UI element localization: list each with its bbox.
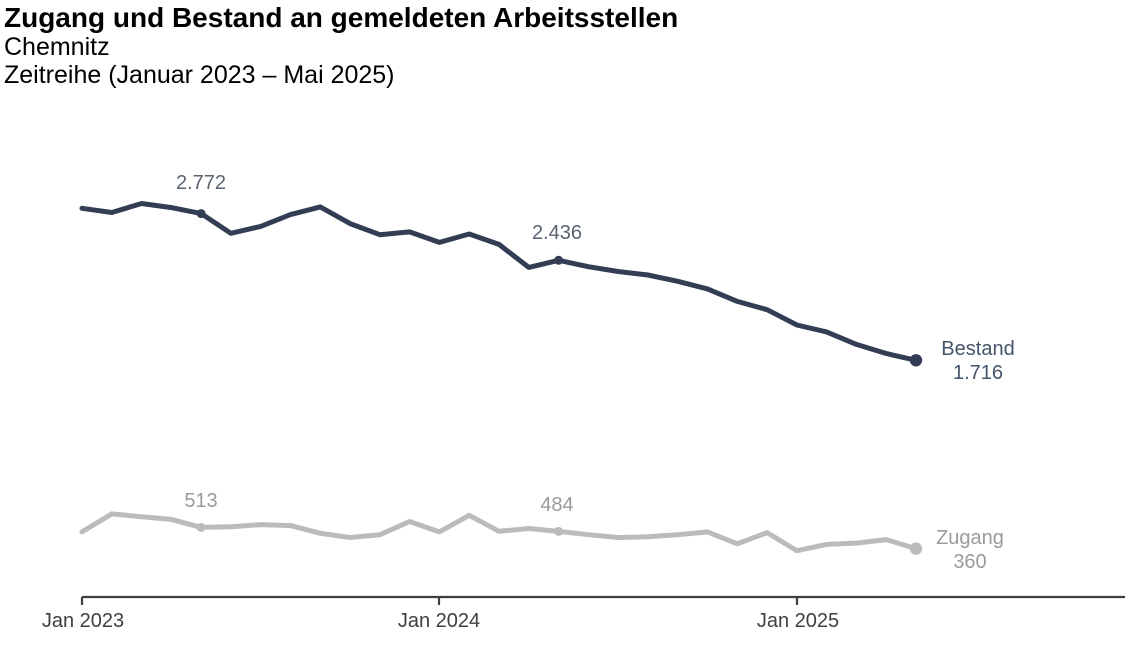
zugang-series-name: Zugang [936, 527, 1004, 549]
zugang-end-value: 360 [953, 551, 987, 573]
bestand-highlight-marker [554, 255, 564, 265]
chart-title: Zugang und Bestand an gemeldeten Arbeits… [4, 2, 679, 33]
bestand-end-value: 1.716 [952, 362, 1004, 384]
chart-period: Zeitreihe (Januar 2023 – Mai 2025) [4, 61, 395, 89]
zugang-highlight-marker [554, 526, 564, 536]
bestand-value-label-may2024: 2.436 [531, 222, 583, 244]
bestand-highlight-marker [909, 354, 923, 367]
bestand-highlight-marker [196, 209, 206, 219]
zugang-highlight-marker [909, 542, 923, 555]
zugang-highlight-marker [196, 522, 206, 532]
chart-subtitle: Chemnitz [4, 33, 110, 61]
zugang-value-label-may2024: 484 [540, 494, 574, 516]
bestand-value-label-may2023: 2.772 [175, 172, 227, 194]
x-tick-label-jan2024: Jan 2024 [397, 610, 481, 632]
chart-header: Zugang und Bestand an gemeldeten Arbeits… [4, 2, 678, 89]
bestand-series-name: Bestand [941, 338, 1015, 360]
x-tick-label-jan2025: Jan 2025 [756, 610, 840, 632]
x-tick-label-jan2023: Jan 2023 [41, 610, 125, 632]
bestand-line [79, 201, 919, 363]
bestand-end-label: Bestand 1.716 [941, 337, 1014, 385]
zugang-value-label-may2023: 513 [184, 490, 218, 512]
zugang-end-label: Zugang 360 [936, 526, 1004, 574]
zugang-line [79, 511, 919, 554]
